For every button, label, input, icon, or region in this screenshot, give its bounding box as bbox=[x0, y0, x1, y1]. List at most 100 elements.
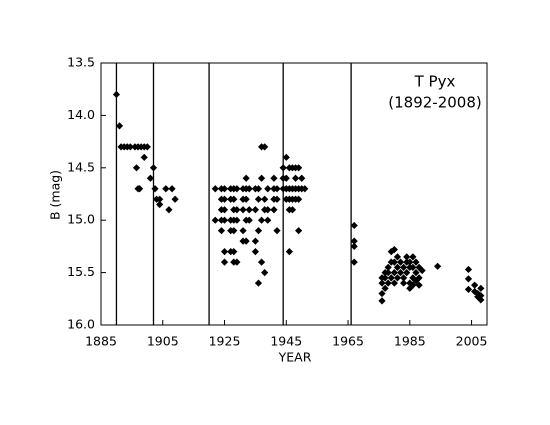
data-point bbox=[464, 275, 473, 283]
data-point bbox=[257, 174, 266, 182]
data-point bbox=[477, 292, 485, 300]
data-point bbox=[301, 185, 309, 193]
data-point bbox=[393, 274, 402, 282]
data-point bbox=[471, 287, 479, 296]
data-point bbox=[149, 164, 158, 172]
data-point bbox=[464, 285, 473, 293]
data-point bbox=[381, 274, 389, 282]
data-point bbox=[409, 253, 417, 261]
x-tick-label: 1965 bbox=[332, 334, 364, 349]
data-point bbox=[415, 281, 423, 289]
data-point bbox=[390, 245, 398, 254]
data-point bbox=[279, 164, 287, 172]
data-point bbox=[390, 269, 398, 277]
data-point bbox=[171, 195, 179, 203]
data-point bbox=[285, 248, 293, 256]
data-point bbox=[403, 253, 411, 261]
data-point bbox=[254, 279, 263, 287]
data-point bbox=[415, 263, 423, 271]
data-point bbox=[239, 227, 247, 235]
data-point bbox=[257, 258, 266, 266]
data-point bbox=[230, 195, 238, 203]
data-point bbox=[409, 263, 417, 271]
data-point bbox=[254, 227, 263, 235]
data-point bbox=[156, 195, 164, 203]
data-point bbox=[412, 269, 420, 277]
y-tick-label: 14.0 bbox=[67, 107, 95, 122]
data-point bbox=[418, 266, 426, 275]
data-point bbox=[143, 143, 151, 151]
data-point bbox=[406, 258, 414, 266]
data-point bbox=[156, 200, 164, 209]
y-tick-label: 14.5 bbox=[67, 159, 95, 174]
data-point bbox=[273, 227, 281, 235]
y-tick-label: 16.0 bbox=[67, 317, 95, 332]
data-point bbox=[282, 153, 290, 161]
data-point bbox=[396, 258, 405, 266]
data-point bbox=[350, 258, 358, 266]
data-point bbox=[251, 206, 259, 214]
data-point bbox=[273, 195, 281, 203]
data-point bbox=[393, 263, 402, 271]
data-point bbox=[403, 269, 411, 277]
data-point bbox=[295, 164, 303, 172]
data-point bbox=[400, 274, 408, 282]
chart-title: T Pyx bbox=[414, 73, 456, 91]
x-axis-label: YEAR bbox=[278, 350, 312, 365]
data-point bbox=[396, 269, 405, 277]
data-point bbox=[387, 248, 395, 256]
data-point bbox=[233, 185, 241, 193]
data-point bbox=[242, 237, 250, 245]
data-point bbox=[126, 143, 134, 151]
data-point bbox=[162, 185, 170, 193]
y-tick-label: 13.5 bbox=[67, 55, 95, 70]
data-point bbox=[220, 258, 229, 266]
data-point bbox=[115, 122, 124, 130]
data-point bbox=[350, 242, 358, 250]
data-point bbox=[245, 206, 253, 214]
data-point bbox=[350, 237, 358, 245]
data-point bbox=[471, 281, 479, 289]
data-point bbox=[393, 253, 402, 261]
data-point bbox=[400, 279, 408, 287]
data-point bbox=[291, 174, 300, 182]
data-point bbox=[211, 216, 219, 224]
data-point bbox=[257, 216, 266, 224]
data-point bbox=[242, 195, 250, 203]
data-point bbox=[233, 216, 241, 224]
x-tick-label: 1905 bbox=[147, 334, 179, 349]
y-axis-label: B (mag) bbox=[48, 170, 63, 220]
data-point bbox=[387, 274, 395, 282]
data-point bbox=[254, 195, 263, 203]
data-point bbox=[295, 227, 303, 235]
data-point bbox=[251, 237, 259, 245]
data-point bbox=[220, 206, 229, 214]
y-tick-label: 15.0 bbox=[67, 212, 95, 227]
y-tick-label: 15.5 bbox=[67, 264, 95, 279]
plot-frame bbox=[100, 62, 488, 326]
data-point bbox=[245, 185, 253, 193]
data-point bbox=[220, 248, 229, 256]
data-point bbox=[282, 174, 290, 182]
data-point bbox=[168, 185, 176, 193]
chart-subtitle: (1892-2008) bbox=[388, 94, 481, 112]
data-point bbox=[384, 279, 392, 287]
x-tick-label: 1945 bbox=[270, 334, 302, 349]
x-tick-label: 2005 bbox=[456, 334, 488, 349]
data-point bbox=[146, 174, 155, 182]
data-point bbox=[288, 206, 297, 214]
data-point bbox=[261, 143, 269, 151]
data-point bbox=[220, 195, 229, 203]
data-point bbox=[381, 284, 389, 292]
x-tick-label: 1885 bbox=[85, 334, 117, 349]
data-point bbox=[264, 216, 272, 224]
data-point bbox=[477, 296, 485, 304]
data-point bbox=[239, 206, 247, 214]
data-point bbox=[264, 206, 272, 214]
data-point bbox=[350, 221, 358, 230]
data-point bbox=[378, 289, 386, 298]
data-point bbox=[270, 206, 278, 214]
data-point bbox=[261, 195, 269, 203]
data-point bbox=[406, 279, 414, 287]
data-point bbox=[273, 185, 281, 193]
